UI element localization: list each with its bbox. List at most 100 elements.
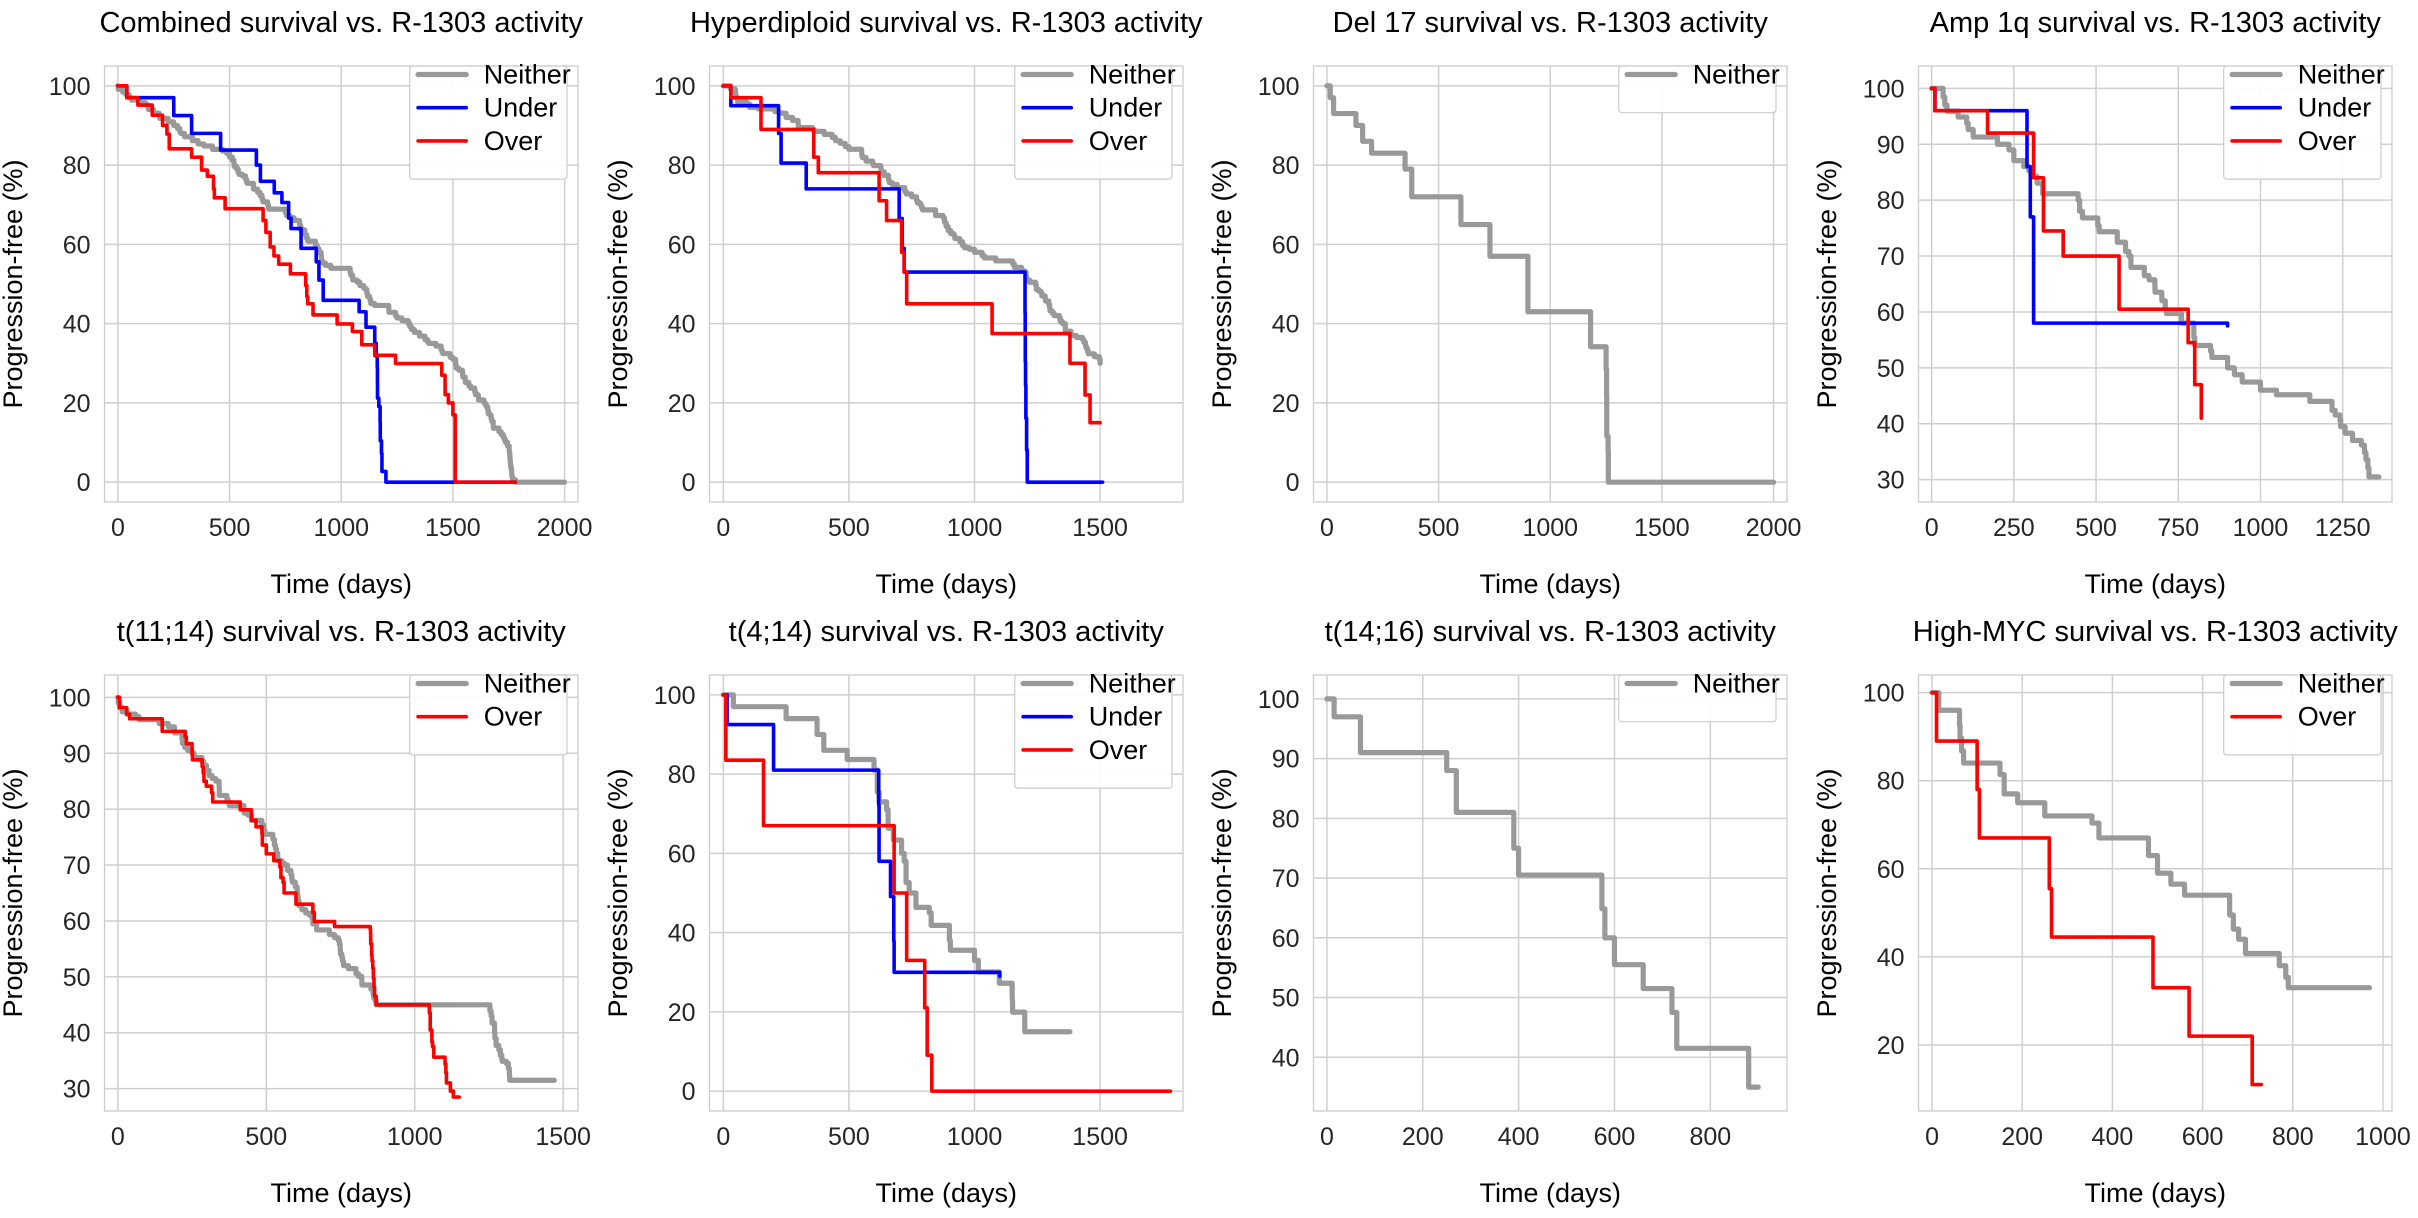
svg-text:80: 80 — [1272, 152, 1300, 180]
svg-text:80: 80 — [1272, 805, 1300, 833]
svg-text:70: 70 — [1876, 243, 1904, 271]
svg-text:40: 40 — [63, 1020, 91, 1048]
svg-text:1250: 1250 — [2314, 514, 2370, 542]
svg-text:Amp 1q survival vs. R-1303 act: Amp 1q survival vs. R-1303 activity — [1929, 7, 2381, 39]
svg-text:Over: Over — [484, 126, 543, 156]
svg-text:250: 250 — [1993, 514, 2035, 542]
svg-text:100: 100 — [1862, 680, 1904, 708]
svg-text:Progression-free (%): Progression-free (%) — [1814, 768, 1842, 1017]
svg-text:100: 100 — [49, 684, 91, 712]
svg-text:1500: 1500 — [1072, 1123, 1128, 1151]
svg-text:1000: 1000 — [387, 1123, 443, 1151]
svg-text:100: 100 — [49, 73, 91, 101]
svg-text:20: 20 — [63, 390, 91, 418]
svg-text:Over: Over — [1088, 126, 1147, 156]
svg-text:1500: 1500 — [425, 514, 481, 542]
svg-text:Time (days): Time (days) — [1479, 1178, 1621, 1208]
svg-text:0: 0 — [1925, 1123, 1939, 1151]
svg-text:2000: 2000 — [537, 514, 593, 542]
svg-text:2000: 2000 — [1746, 514, 1802, 542]
svg-text:0: 0 — [1320, 1123, 1334, 1151]
svg-text:600: 600 — [2181, 1123, 2223, 1151]
svg-text:40: 40 — [63, 311, 91, 339]
svg-text:Time (days): Time (days) — [875, 569, 1017, 599]
svg-text:Over: Over — [1088, 735, 1147, 765]
svg-text:Under: Under — [2297, 93, 2371, 123]
svg-text:0: 0 — [681, 469, 695, 497]
svg-text:100: 100 — [1258, 73, 1300, 101]
svg-text:60: 60 — [1876, 856, 1904, 884]
svg-text:40: 40 — [667, 920, 695, 948]
svg-text:30: 30 — [63, 1076, 91, 1104]
svg-text:0: 0 — [1320, 514, 1334, 542]
svg-text:50: 50 — [1876, 355, 1904, 383]
svg-text:200: 200 — [1402, 1123, 1444, 1151]
svg-text:Under: Under — [484, 93, 558, 123]
svg-text:0: 0 — [111, 1123, 125, 1151]
svg-text:50: 50 — [1272, 985, 1300, 1013]
svg-text:40: 40 — [1876, 944, 1904, 972]
svg-text:20: 20 — [1272, 390, 1300, 418]
svg-text:100: 100 — [1862, 75, 1904, 103]
svg-text:70: 70 — [1272, 865, 1300, 893]
svg-text:800: 800 — [1689, 1123, 1731, 1151]
svg-text:90: 90 — [63, 740, 91, 768]
svg-text:800: 800 — [2271, 1123, 2313, 1151]
svg-text:Neither: Neither — [1088, 60, 1175, 90]
svg-text:Neither: Neither — [1693, 60, 1780, 90]
svg-text:1000: 1000 — [946, 1123, 1002, 1151]
svg-text:Over: Over — [2297, 126, 2356, 156]
svg-text:Under: Under — [1088, 702, 1162, 732]
svg-text:0: 0 — [1924, 514, 1938, 542]
svg-text:200: 200 — [2001, 1123, 2043, 1151]
svg-text:80: 80 — [63, 796, 91, 824]
svg-text:Over: Over — [484, 702, 543, 732]
svg-text:Progression-free (%): Progression-free (%) — [1814, 159, 1842, 408]
svg-text:Time (days): Time (days) — [875, 1178, 1017, 1208]
svg-text:1000: 1000 — [946, 514, 1002, 542]
svg-text:Progression-free (%): Progression-free (%) — [0, 768, 28, 1017]
svg-text:Neither: Neither — [484, 669, 571, 699]
svg-text:90: 90 — [1272, 746, 1300, 774]
svg-text:1000: 1000 — [2355, 1123, 2411, 1151]
svg-text:80: 80 — [63, 152, 91, 180]
svg-text:0: 0 — [716, 514, 730, 542]
svg-text:80: 80 — [1876, 187, 1904, 215]
svg-text:Hyperdiploid survival vs. R-13: Hyperdiploid survival vs. R-1303 activit… — [689, 7, 1202, 39]
svg-text:Combined survival vs. R-1303 a: Combined survival vs. R-1303 activity — [99, 7, 583, 39]
svg-text:1500: 1500 — [535, 1123, 591, 1151]
svg-text:t(14;16) survival vs. R-1303 a: t(14;16) survival vs. R-1303 activity — [1325, 616, 1777, 648]
svg-text:Progression-free (%): Progression-free (%) — [0, 159, 28, 408]
svg-text:90: 90 — [1876, 131, 1904, 159]
svg-text:0: 0 — [681, 1078, 695, 1106]
svg-text:100: 100 — [653, 682, 695, 710]
svg-text:0: 0 — [111, 514, 125, 542]
svg-text:t(11;14) survival vs. R-1303 a: t(11;14) survival vs. R-1303 activity — [117, 616, 567, 648]
svg-text:Time (days): Time (days) — [2084, 569, 2226, 599]
svg-text:400: 400 — [1498, 1123, 1540, 1151]
svg-text:Neither: Neither — [2297, 60, 2384, 90]
svg-text:Time (days): Time (days) — [1479, 569, 1621, 599]
svg-text:400: 400 — [2091, 1123, 2133, 1151]
svg-text:Neither: Neither — [1088, 669, 1175, 699]
svg-text:High-MYC survival vs. R-1303 a: High-MYC survival vs. R-1303 activity — [1912, 616, 2398, 648]
svg-text:t(4;14) survival vs. R-1303 ac: t(4;14) survival vs. R-1303 activity — [728, 616, 1164, 648]
svg-text:20: 20 — [1876, 1032, 1904, 1060]
svg-text:40: 40 — [667, 311, 695, 339]
svg-text:Over: Over — [2297, 702, 2356, 732]
svg-text:Under: Under — [1088, 93, 1162, 123]
svg-text:60: 60 — [63, 908, 91, 936]
svg-text:40: 40 — [1272, 1044, 1300, 1072]
svg-text:60: 60 — [63, 231, 91, 259]
svg-text:500: 500 — [209, 514, 251, 542]
svg-text:500: 500 — [2075, 514, 2117, 542]
svg-text:Progression-free (%): Progression-free (%) — [605, 768, 633, 1017]
svg-text:60: 60 — [1876, 299, 1904, 327]
svg-text:1500: 1500 — [1634, 514, 1690, 542]
svg-text:Progression-free (%): Progression-free (%) — [1209, 768, 1237, 1017]
svg-text:600: 600 — [1594, 1123, 1636, 1151]
svg-text:750: 750 — [2157, 514, 2199, 542]
svg-text:100: 100 — [653, 73, 695, 101]
svg-text:500: 500 — [828, 1123, 870, 1151]
svg-text:50: 50 — [63, 964, 91, 992]
